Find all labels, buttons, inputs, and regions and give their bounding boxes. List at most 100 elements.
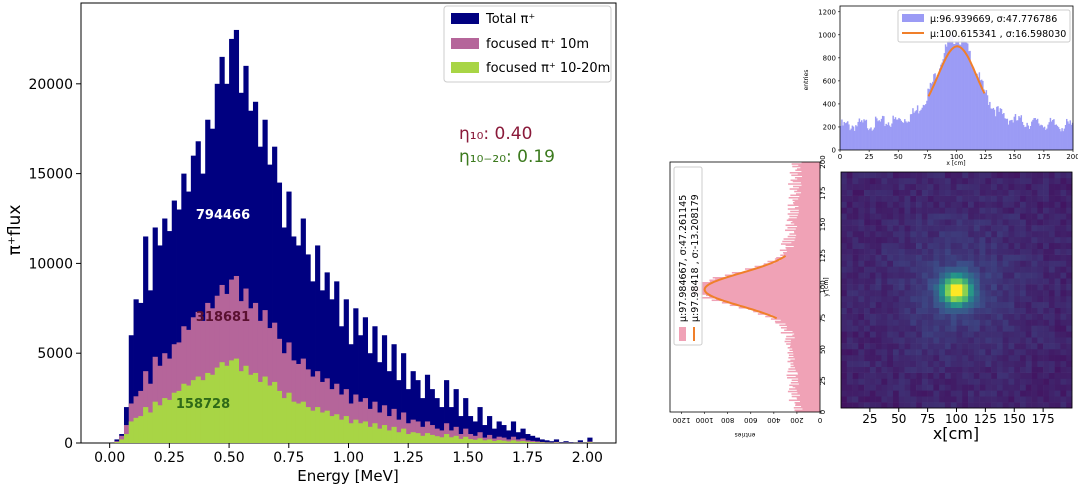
heatmap-cell xyxy=(1002,254,1009,261)
heatmap-cell xyxy=(1025,207,1032,214)
bar-focused20-14 xyxy=(176,390,182,443)
heatmap-cell xyxy=(910,172,917,179)
heatmap-cell xyxy=(956,319,963,326)
heatmap-cell xyxy=(921,183,928,190)
heatmap-cell xyxy=(996,337,1003,344)
heatmap-cell xyxy=(864,331,871,338)
heatmap-cell xyxy=(944,301,952,308)
heatmap-cell xyxy=(933,219,940,226)
heatmap-cell xyxy=(950,183,957,190)
x-proj-bar xyxy=(908,121,911,150)
heatmap-cell xyxy=(921,290,928,297)
heatmap-cell xyxy=(1048,201,1055,208)
heatmap-cell xyxy=(1025,366,1032,373)
heatmap-cell xyxy=(985,325,992,332)
heatmap-cell xyxy=(973,236,980,244)
heatmap-cell xyxy=(898,349,905,356)
heatmap-cell xyxy=(968,254,975,261)
heatmap-cell xyxy=(939,402,946,409)
heatmap-cell xyxy=(1060,248,1067,255)
heatmap-cell xyxy=(1066,213,1073,220)
heatmap-cell xyxy=(858,195,865,202)
heatmap-cell xyxy=(996,384,1003,391)
x-proj-bar xyxy=(902,122,905,150)
y-proj-bar xyxy=(785,247,820,249)
heatmap-cell xyxy=(1008,266,1015,273)
x-proj-bar xyxy=(1053,119,1055,150)
heatmap-cell xyxy=(996,207,1003,214)
heatmap-cell xyxy=(1043,378,1050,385)
heatmap-cell xyxy=(933,254,940,261)
y-proj-bar xyxy=(716,298,820,300)
heatmap-cell xyxy=(1008,290,1015,297)
bar-focused20-76 xyxy=(472,439,478,443)
heatmap-cell xyxy=(869,254,876,261)
heatmap-cell xyxy=(910,384,917,391)
x-proj-bar xyxy=(951,32,954,150)
heatmap-cell xyxy=(887,301,894,308)
heatmap-cell xyxy=(898,402,905,409)
heatmap-cell xyxy=(875,301,882,308)
x-proj-bar xyxy=(1038,123,1040,150)
heatmap-cell xyxy=(904,236,911,244)
heatmap-cell xyxy=(1008,248,1015,255)
x-proj-ytick-label: 600 xyxy=(823,77,836,85)
x-proj-bar xyxy=(1068,123,1070,150)
heatmap-cell xyxy=(1008,172,1015,179)
heatmap-cell xyxy=(956,343,963,350)
heatmap-cell xyxy=(846,331,853,338)
heatmap-cell xyxy=(869,278,876,285)
heatmap-cell xyxy=(996,177,1003,185)
heatmap-cell xyxy=(991,272,998,279)
y-proj-bar xyxy=(795,375,820,378)
bar-focused10-71 xyxy=(448,430,454,443)
heatmap-cell xyxy=(892,325,900,332)
heatmap-cell xyxy=(996,201,1003,208)
heatmap-cell xyxy=(864,390,871,397)
heatmap-cell xyxy=(1066,248,1073,255)
heatmap-cell xyxy=(962,225,969,232)
heatmap-cell xyxy=(869,307,876,314)
y-proj-bar xyxy=(788,357,820,359)
heatmap-cell xyxy=(944,177,952,185)
heatmap-cell xyxy=(916,354,923,362)
y-proj-bar xyxy=(786,325,820,328)
heatmap-cell xyxy=(956,236,963,244)
bar-focused10-51 xyxy=(353,394,359,443)
y-proj-bar xyxy=(722,300,820,303)
x-proj-bar xyxy=(1047,124,1049,150)
heatmap-cell xyxy=(858,349,865,356)
bar-focused20-4 xyxy=(128,421,134,443)
y-proj-bar xyxy=(788,183,820,185)
y-proj-bar xyxy=(763,264,820,267)
bar-focused20-88 xyxy=(530,442,536,443)
heatmap-cell xyxy=(956,189,963,196)
heatmap-cell xyxy=(1060,360,1067,367)
heatmap-cell xyxy=(1002,337,1009,344)
bar-focused10-82 xyxy=(501,437,507,443)
heatmap-cell xyxy=(869,349,876,356)
heatmap-cell xyxy=(996,343,1003,350)
heatmap-cell xyxy=(916,225,923,232)
heatmap-cell xyxy=(904,225,911,232)
heatmap-cell xyxy=(1037,248,1044,255)
y-proj-bar xyxy=(787,390,820,393)
heatmap-cell xyxy=(910,295,917,303)
heatmap-cell xyxy=(869,219,876,226)
heatmap-cell xyxy=(864,195,871,202)
heatmap-cell xyxy=(1025,201,1032,208)
y-proj-bar xyxy=(794,333,820,335)
heatmap-cell xyxy=(1060,236,1067,244)
heatmap-cell xyxy=(910,313,917,320)
y-proj-bar xyxy=(782,252,820,254)
heatmap-cell xyxy=(968,248,975,255)
heatmap-cell xyxy=(933,372,940,379)
heatmap-cell xyxy=(1020,248,1027,255)
bar-focused20-41 xyxy=(305,407,311,443)
heatmap-cell xyxy=(881,236,888,244)
heatmap-cell xyxy=(1037,360,1044,367)
heatmap-cell xyxy=(973,248,980,255)
y-proj-bar xyxy=(786,343,820,345)
heatmap-cell xyxy=(921,402,928,409)
heatmap-cell xyxy=(1060,242,1067,249)
